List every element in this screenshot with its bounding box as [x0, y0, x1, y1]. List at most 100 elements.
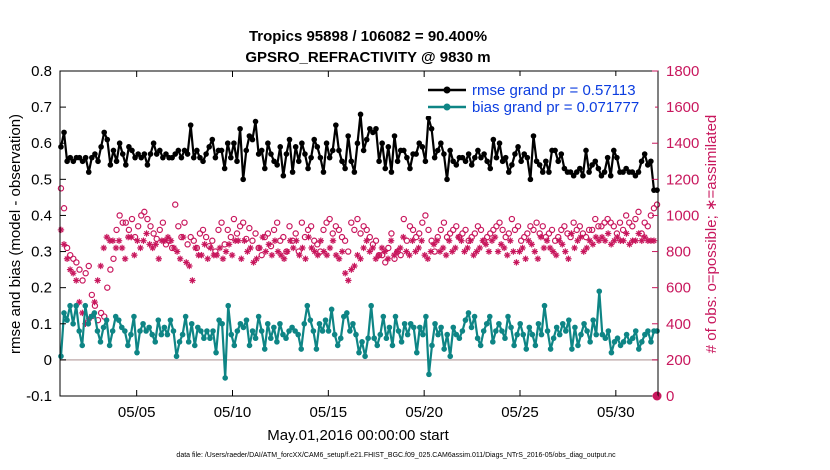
obs-assimilated-stroke [318, 238, 324, 244]
bias-point [188, 320, 195, 327]
obs-possible-point [493, 223, 500, 230]
legend-rmse-label: rmse grand pr = 0.57113 [472, 82, 636, 99]
obs-possible-point [138, 212, 145, 219]
rmse-point [147, 151, 154, 157]
rmse-point [283, 151, 290, 157]
bias-point [505, 313, 511, 320]
rmse-point [336, 147, 342, 154]
rmse-point [110, 147, 117, 154]
bias-point [471, 313, 478, 320]
obs-assimilated-point [329, 237, 337, 244]
bias-point [581, 320, 587, 327]
obs-possible-point [514, 223, 522, 230]
rmse-point [422, 158, 429, 165]
rmse-point [354, 140, 361, 147]
bias-point [249, 328, 256, 334]
obs-possible-point [409, 226, 417, 234]
bias-point [465, 310, 472, 316]
rmse-point [212, 154, 219, 161]
rmse-point [156, 147, 163, 154]
rmse-point [116, 140, 123, 147]
obs-assimilated-stroke [140, 238, 147, 244]
obs-possible-point [425, 226, 432, 234]
bias-point [91, 310, 98, 316]
obs-possible-point [82, 270, 89, 277]
y-right-tick-label: 800 [666, 244, 691, 261]
bias-point [389, 342, 396, 349]
obs-possible-point [218, 219, 225, 226]
bias-point [383, 335, 390, 342]
obs-possible-point [585, 226, 593, 234]
rmse-point [391, 133, 398, 139]
obs-assimilated-stroke [565, 256, 572, 262]
obs-possible-point [474, 223, 482, 230]
obs-assimilated-point [620, 237, 627, 244]
bias-point [632, 328, 639, 334]
rmse-point [552, 147, 558, 154]
rmse-point [530, 133, 537, 139]
chart-title-line1: Tropics 95898 / 106082 = 90.400% [249, 28, 487, 45]
bias-point [620, 339, 627, 345]
obs-assimilated-point [277, 251, 285, 259]
obs-assimilated-stroke [113, 245, 119, 251]
obs-assimilated-stroke [302, 256, 309, 262]
x-tick-label: 05/15 [310, 404, 348, 421]
obs-possible-point [521, 233, 528, 241]
bias-point [304, 302, 311, 309]
obs-assimilated-stroke [137, 245, 144, 251]
obs-possible-point [104, 284, 111, 291]
rmse-point [119, 151, 126, 157]
obs-possible-point [400, 215, 407, 223]
obs-assimilated-point [369, 244, 376, 252]
rmse-point [444, 176, 450, 183]
obs-assimilated-stroke [299, 245, 306, 251]
bias-point [639, 339, 645, 345]
bias-point [483, 320, 490, 327]
bias-point [450, 324, 457, 331]
bias-point [635, 346, 642, 352]
bias-point [490, 339, 496, 345]
obs-assimilated-point [314, 251, 321, 259]
obs-assimilated-stroke [480, 238, 486, 244]
obs-assimilated-point [192, 244, 199, 252]
obs-possible-point [462, 226, 469, 234]
bias-point [356, 349, 362, 356]
obs-possible-point [653, 201, 661, 208]
bias-point [365, 335, 371, 342]
bias-point [596, 288, 603, 295]
bias-point [128, 331, 134, 338]
obs-possible-point [73, 259, 80, 266]
obs-assimilated-stroke [636, 230, 642, 237]
obs-possible-point [215, 226, 222, 234]
rmse-point [104, 136, 111, 143]
obs-assimilated-point [476, 244, 483, 252]
obs-possible-point [354, 215, 361, 223]
bias-point [417, 324, 423, 331]
bias-point [468, 324, 475, 331]
obs-assimilated-stroke [104, 234, 110, 240]
obs-possible-point [357, 230, 364, 237]
rmse-point [200, 158, 206, 165]
rmse-point [221, 165, 228, 172]
obs-possible-point [314, 241, 321, 248]
rmse-point [262, 165, 268, 172]
obs-possible-point [539, 223, 546, 230]
obs-assimilated-stroke [275, 248, 281, 255]
bias-point [559, 320, 566, 327]
obs-assimilated-stroke [223, 248, 229, 255]
obs-assimilated-stroke [556, 238, 562, 244]
bias-point [85, 320, 92, 327]
obs-possible-point [107, 266, 114, 273]
obs-assimilated-stroke [415, 245, 422, 251]
obs-assimilated-stroke [165, 234, 171, 240]
obs-assimilated-stroke [642, 234, 648, 240]
rmse-point [580, 172, 586, 179]
obs-assimilated-point [305, 233, 312, 241]
y-left-tick-label: 0.8 [31, 63, 52, 80]
obs-assimilated-point [293, 237, 300, 244]
obs-assimilated-stroke [256, 245, 263, 251]
obs-assimilated-stroke [305, 234, 312, 240]
obs-possible-point [311, 237, 318, 244]
y-left-tick-label: 0.6 [31, 135, 52, 152]
obs-assimilated-point [338, 248, 346, 255]
